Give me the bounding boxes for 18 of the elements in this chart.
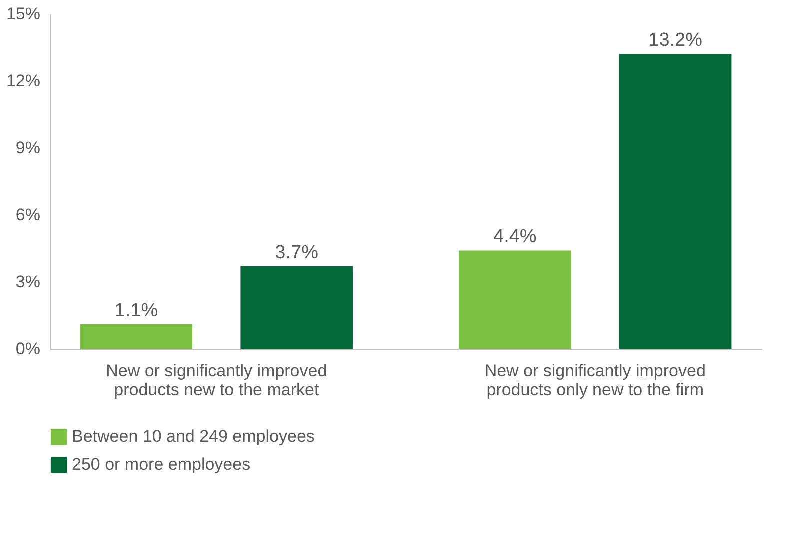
x-tick-label: New or significantly improved products only new to the firm bbox=[484, 362, 706, 400]
legend-label: Between 10 and 249 employees bbox=[72, 427, 315, 446]
y-tick-label: 12% bbox=[6, 72, 40, 90]
data-label: 4.4% bbox=[494, 226, 537, 248]
x-tick-label: New or significantly improved products new to the market bbox=[106, 362, 328, 400]
legend-label: 250 or more employees bbox=[72, 455, 251, 474]
data-label: 1.1% bbox=[114, 300, 158, 322]
y-tick-label: 3% bbox=[16, 272, 40, 292]
bar bbox=[619, 54, 732, 349]
bar bbox=[240, 266, 353, 349]
y-tick-label: 9% bbox=[16, 138, 40, 158]
data-label: 3.7% bbox=[275, 242, 319, 264]
y-tick-label: 0% bbox=[16, 340, 40, 358]
bar bbox=[80, 324, 193, 349]
data-label: 13.2% bbox=[648, 30, 703, 52]
y-tick-label: 6% bbox=[16, 206, 40, 224]
y-tick-label: 15% bbox=[6, 4, 40, 24]
bar bbox=[459, 250, 572, 349]
